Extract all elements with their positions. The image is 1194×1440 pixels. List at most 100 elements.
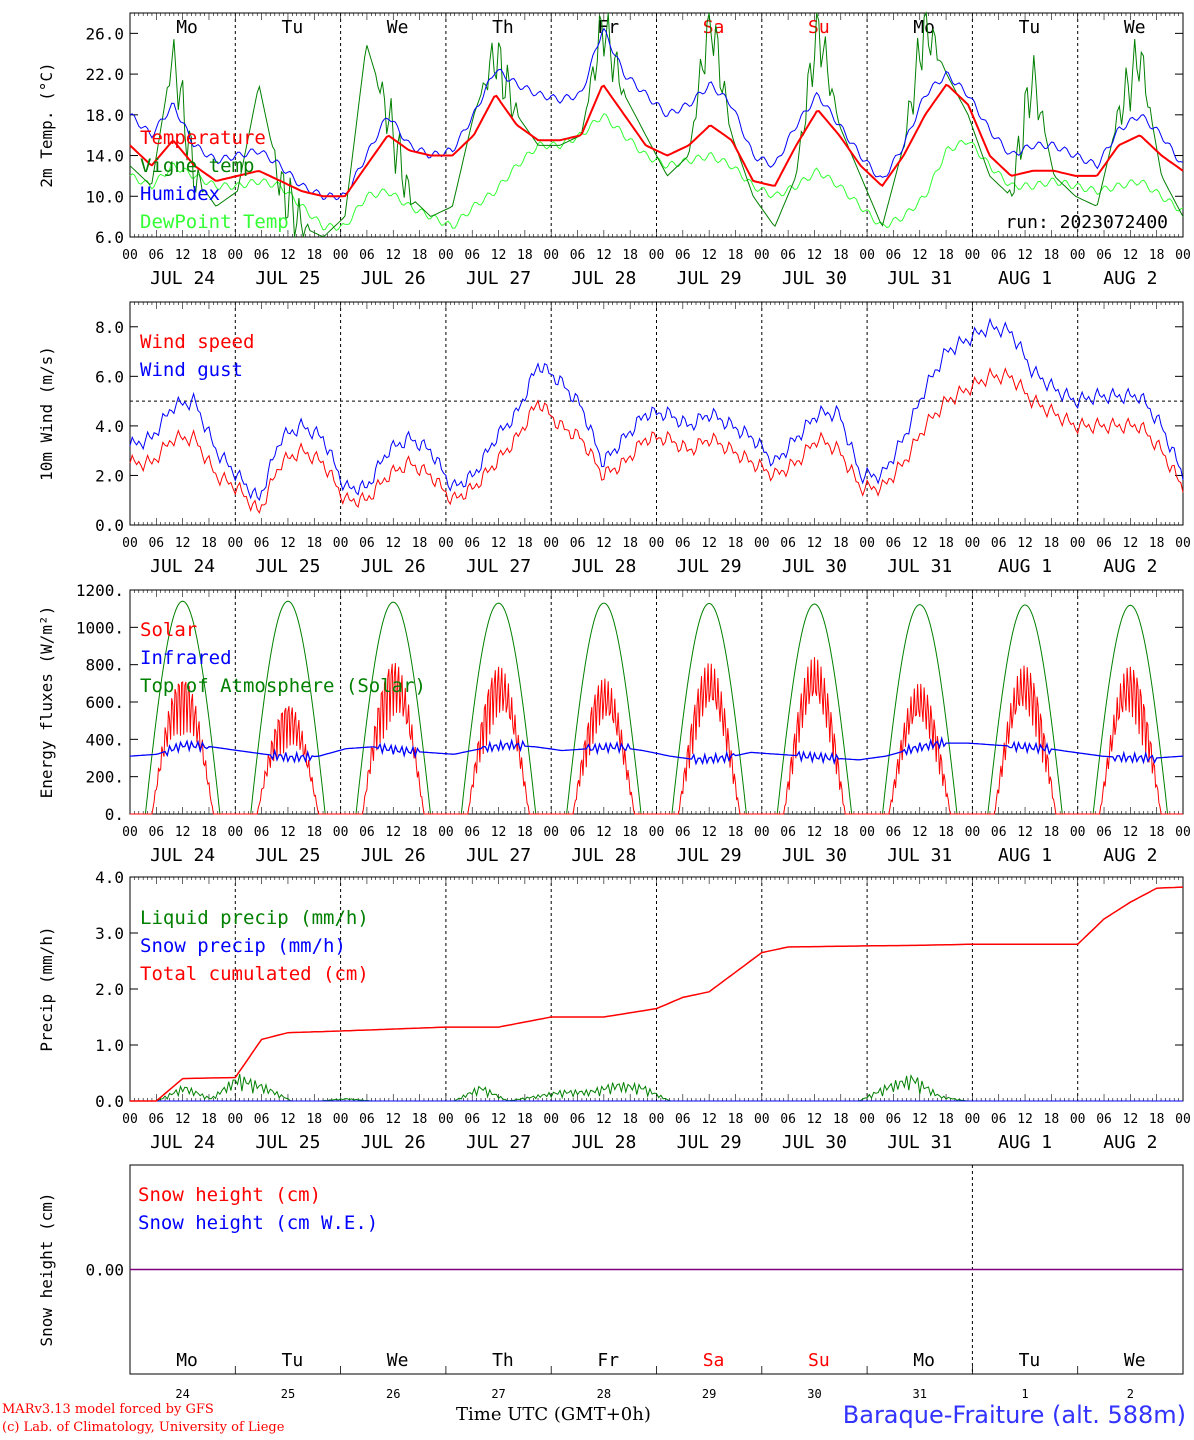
day-number-label: 28 (597, 1387, 611, 1401)
hour-tick-label: 00 (754, 248, 770, 263)
hour-tick-label: 06 (675, 1112, 691, 1127)
hour-tick-label: 12 (807, 248, 823, 263)
hour-tick-label: 00 (333, 825, 349, 840)
x-axis-title: Time UTC (GMT+0h) (456, 1404, 651, 1425)
panel-4: 0.0 1.0 2.0 3.0 4.0 Precip (mm/h) 00 06 12 18 JUL … (37, 868, 1191, 1153)
hour-tick-label: 12 (596, 825, 612, 840)
legend-entry: DewPoint Temp (140, 211, 289, 233)
hour-tick-label: 00 (754, 536, 770, 551)
day-number-label: 29 (702, 1387, 716, 1401)
hour-tick-label: 06 (148, 536, 164, 551)
y-axis-label: Snow height (cm) (37, 1192, 56, 1346)
y-tick-label: 22.0 (85, 65, 124, 84)
hour-tick-label: 18 (412, 248, 428, 263)
weekday-label: Mo (176, 17, 198, 38)
hour-tick-label: 18 (201, 1112, 217, 1127)
hour-tick-label: 06 (359, 825, 375, 840)
hour-tick-label: 12 (701, 248, 717, 263)
y-tick-label: 0.00 (85, 1261, 124, 1280)
date-label: AUG 2 (1103, 556, 1157, 577)
hour-tick-label: 00 (859, 1112, 875, 1127)
hour-tick-label: 12 (807, 1112, 823, 1127)
y-tick-label: 4.0 (95, 868, 124, 887)
panel-frame (129, 589, 1184, 815)
hour-tick-label: 06 (991, 825, 1007, 840)
hour-tick-label: 18 (728, 825, 744, 840)
hour-tick-label: 18 (728, 536, 744, 551)
y-tick-label: 8.0 (95, 318, 124, 337)
run-annotation: run: 2023072400 (1005, 212, 1168, 233)
hour-tick-label: 06 (148, 1112, 164, 1127)
hour-tick-label: 00 (965, 536, 981, 551)
hour-tick-label: 06 (464, 248, 480, 263)
hour-tick-label: 06 (991, 536, 1007, 551)
y-tick-label: 6.0 (95, 228, 124, 247)
hour-tick-label: 06 (1096, 248, 1112, 263)
legend-entry: Top of Atmosphere (Solar) (140, 675, 426, 697)
date-label: JUL 31 (887, 845, 952, 866)
y-tick-label: 2.0 (95, 980, 124, 999)
hour-tick-label: 18 (306, 825, 322, 840)
hour-tick-label: 18 (306, 248, 322, 263)
hour-tick-label: 18 (833, 825, 849, 840)
legend-entry: Liquid precip (mm/h) (140, 907, 369, 929)
hour-tick-label: 12 (807, 825, 823, 840)
hour-tick-label: 06 (886, 1112, 902, 1127)
hour-tick-label: 12 (1017, 248, 1033, 263)
hour-tick-label: 18 (1044, 1112, 1060, 1127)
legend-entry: Vigne temp (140, 155, 254, 177)
panel-5: 0.00 Snow height (cm) Snow height (cm) Snow… (37, 1164, 1184, 1401)
hour-tick-label: 18 (1044, 248, 1060, 263)
hour-tick-label: 00 (543, 1112, 559, 1127)
hour-tick-label: 18 (517, 825, 533, 840)
weekday-label: Tu (1019, 17, 1041, 38)
hour-tick-label: 00 (754, 1112, 770, 1127)
hour-tick-label: 06 (254, 536, 270, 551)
hour-tick-label: 06 (780, 248, 796, 263)
weekday-label: Tu (281, 17, 303, 38)
legend-entry: Wind speed (140, 331, 254, 353)
legend-entry: Solar (140, 619, 197, 641)
date-label: JUL 25 (255, 556, 320, 577)
hour-tick-label: 12 (385, 536, 401, 551)
series-line-wind-speed (129, 367, 1184, 514)
hour-tick-label: 12 (491, 248, 507, 263)
hour-tick-label: 00 (649, 1112, 665, 1127)
date-label: JUL 28 (571, 1132, 636, 1153)
y-tick-label: 1.0 (95, 1036, 124, 1055)
date-label: AUG 2 (1103, 1132, 1157, 1153)
hour-tick-label: 18 (412, 536, 428, 551)
weekday-label: Sa (703, 17, 725, 38)
legend-entry: Wind gust (140, 359, 243, 381)
hour-tick-label: 00 (122, 248, 138, 263)
hour-tick-label: 12 (280, 1112, 296, 1127)
hour-tick-label: 06 (1096, 536, 1112, 551)
day-number-label: 24 (175, 1387, 189, 1401)
hour-tick-label: 00 (122, 1112, 138, 1127)
hour-tick-label: 12 (175, 248, 191, 263)
hour-tick-label: 00 (859, 536, 875, 551)
hour-tick-label: 06 (886, 825, 902, 840)
hour-tick-label: 12 (385, 248, 401, 263)
day-number-label: 2 (1127, 1387, 1134, 1401)
hour-tick-label: 06 (359, 536, 375, 551)
y-tick-label: 3.0 (95, 924, 124, 943)
hour-tick-label: 18 (833, 248, 849, 263)
hour-tick-label: 00 (543, 536, 559, 551)
hour-tick-label: 12 (175, 536, 191, 551)
y-tick-label: 2.0 (95, 466, 124, 485)
y-tick-label: 600. (85, 693, 124, 712)
hour-tick-label: 18 (1044, 825, 1060, 840)
hour-tick-label: 00 (1175, 248, 1191, 263)
hour-tick-label: 18 (201, 825, 217, 840)
hour-tick-label: 06 (148, 825, 164, 840)
hour-tick-label: 18 (938, 825, 954, 840)
date-label: JUL 25 (255, 1132, 320, 1153)
day-number-label: 27 (491, 1387, 505, 1401)
y-axis-label: 2m Temp. (°C) (37, 62, 56, 187)
y-tick-label: 4.0 (95, 417, 124, 436)
y-tick-label: 1200. (76, 581, 124, 600)
y-axis-label: Precip (mm/h) (37, 926, 56, 1051)
hour-tick-label: 00 (965, 248, 981, 263)
hour-tick-label: 12 (280, 825, 296, 840)
